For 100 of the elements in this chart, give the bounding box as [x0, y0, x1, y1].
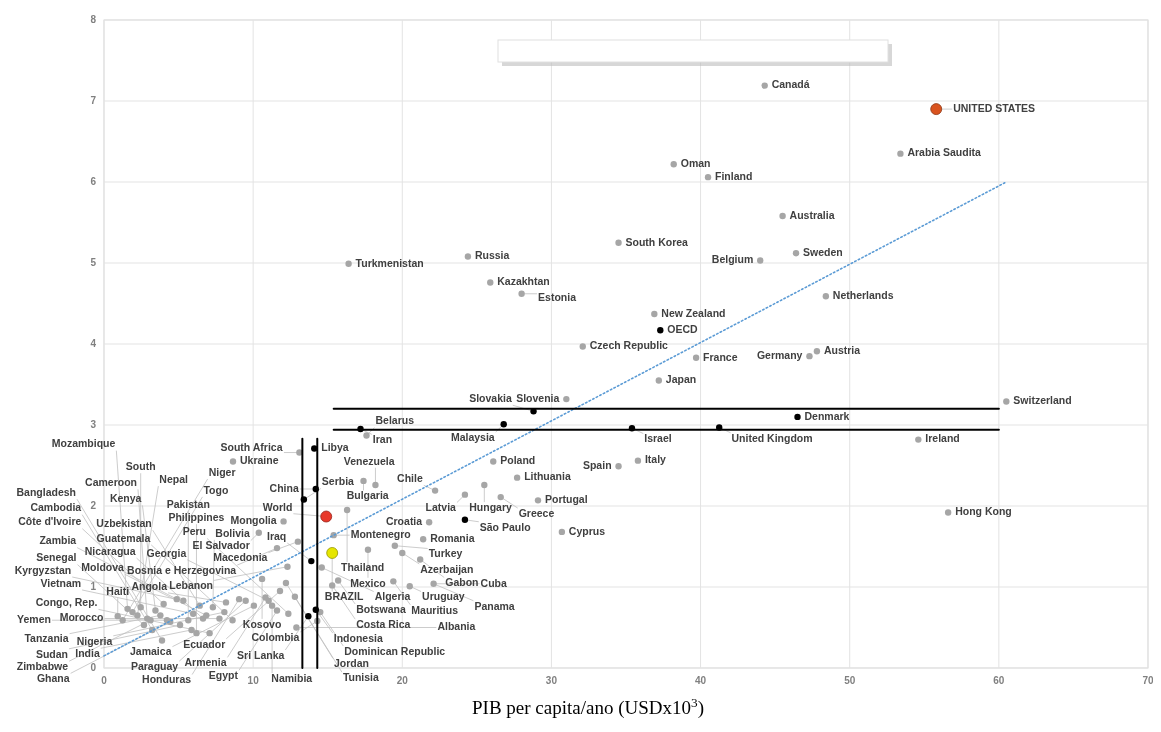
annotation: Croatia — [385, 514, 423, 527]
annotation: Czech Republic — [589, 339, 669, 352]
annotation: Costa Rica — [356, 618, 411, 630]
annotation: Zimbabwe — [16, 659, 69, 672]
annotation: Azerbaijan — [420, 562, 474, 575]
annotation: Senegal — [36, 551, 77, 564]
annotation: Oman — [680, 156, 711, 169]
annotation: China — [269, 481, 299, 494]
annotation: Jamaica — [130, 645, 172, 658]
annotation: Jordan — [333, 657, 369, 670]
x-tick-label: 10 — [247, 675, 260, 686]
annotation: Belgium — [711, 253, 754, 266]
annotation: Ireland — [925, 432, 960, 445]
annotation: Vietnam — [40, 576, 82, 589]
annotation: Finland — [715, 169, 753, 182]
annotation: Sweden — [803, 246, 843, 259]
annotation: Ukraine — [240, 454, 279, 467]
annotation: Ecuador — [183, 637, 226, 650]
annotation: Romania — [430, 531, 475, 544]
annotation: South Korea — [625, 235, 689, 248]
x-tick-label: 30 — [545, 675, 558, 686]
annotation: Mongolia — [230, 514, 277, 527]
annotation: Panama — [474, 599, 515, 612]
annotation: São Paulo — [479, 520, 531, 533]
annotation: Guatemala — [96, 531, 151, 544]
annotation: UNITED STATES — [953, 101, 1036, 114]
annotation: Macedonia — [213, 551, 268, 564]
annotation: Italy — [644, 453, 667, 466]
annotation: Kazakhtan — [497, 275, 550, 288]
annotation: Côte d'Ivoire — [18, 515, 82, 528]
x-tick-label: 0 — [101, 675, 108, 686]
annotation: Tanzania — [24, 632, 69, 645]
annotation: Sudan — [35, 647, 68, 660]
x-axis-title: PIB per capita/ano (USDx10$^{3}$) — [472, 694, 704, 719]
annotation: Nicaragua — [84, 544, 136, 557]
annotation: Turkmenistan — [355, 256, 424, 269]
annotation: Zambia — [39, 534, 77, 547]
annotation: Switzerland — [1013, 394, 1072, 407]
annotation: Tunisia — [342, 670, 380, 683]
annotation: Serbia — [321, 475, 355, 488]
x-tick-label: 60 — [993, 675, 1005, 686]
annotation: Cuba — [480, 576, 508, 589]
annotation: Portugal — [545, 493, 588, 506]
annotation: Japan — [665, 373, 697, 386]
y-tick-label: 4 — [90, 337, 97, 349]
annotation: South Africa — [220, 441, 283, 454]
annotation: South — [125, 460, 156, 473]
annotation: Malaysia — [450, 430, 495, 443]
annotation: Niger — [208, 465, 236, 478]
annotation: Philippines — [168, 510, 225, 523]
annotation: Bosnia e Herzegovina — [127, 563, 237, 576]
annotation: Estonia — [538, 290, 577, 303]
annotation: Gabon — [445, 576, 479, 589]
annotation: Latvia — [425, 501, 457, 514]
annotation: Bolivia — [215, 526, 250, 539]
annotation: Yemen — [17, 612, 51, 625]
annotation: Chile — [397, 472, 423, 485]
annotation: Albania — [437, 620, 476, 633]
annotation: Canadá — [771, 78, 810, 91]
annotation: Libya — [321, 441, 349, 454]
annotation: Turkey — [428, 547, 463, 560]
annotation: Colombia — [251, 630, 300, 643]
annotation: United Kingdom — [731, 431, 813, 444]
y-tick-label: 5 — [90, 256, 97, 268]
annotation: Egypt — [208, 669, 239, 682]
annotation: World — [262, 500, 293, 513]
y-tick-label: 8 — [90, 13, 97, 25]
annotation: Austria — [823, 344, 861, 357]
y-tick-label: 0 — [90, 661, 97, 673]
annotation: Lebanon — [169, 579, 214, 592]
annotation: Mexico — [350, 576, 386, 589]
annotation: Cyprus — [568, 524, 606, 537]
annotation: Algeria — [374, 590, 411, 603]
annotation: Bangladesh — [16, 486, 77, 499]
annotation: Moldova — [81, 561, 125, 574]
annotation: Iran — [372, 433, 393, 446]
annotation: Kenya — [109, 492, 142, 505]
x-tick-label: 20 — [396, 675, 409, 686]
annotation: BRAZIL — [324, 590, 364, 603]
annotation: Congo, Rep. — [35, 596, 98, 609]
annotation: Dominican Republic — [344, 644, 446, 657]
annotation: Pakistan — [166, 497, 210, 510]
annotation: Nigeria — [76, 634, 113, 647]
annotation: Slovenia — [516, 391, 560, 404]
y-tick-label: 7 — [90, 94, 97, 106]
annotation: Australia — [789, 208, 835, 221]
annotation: Haiti — [106, 584, 130, 597]
y-tick-label: 6 — [90, 175, 97, 187]
annotation: Venezuela — [343, 454, 395, 467]
annotation: Angola — [131, 579, 168, 592]
annotation: Iraq — [267, 529, 287, 542]
annotation: Sri Lanka — [237, 648, 285, 661]
annotation: France — [703, 350, 738, 363]
annotation: Spain — [582, 459, 612, 472]
annotation: Belarus — [375, 414, 415, 427]
annotation: Bulgaria — [346, 489, 389, 502]
annotation: Uzbekistan — [96, 517, 152, 529]
y-tick-label: 1 — [90, 580, 97, 592]
annotation: Kyrgyzstan — [14, 563, 72, 576]
x-tick-label: 50 — [844, 675, 856, 686]
